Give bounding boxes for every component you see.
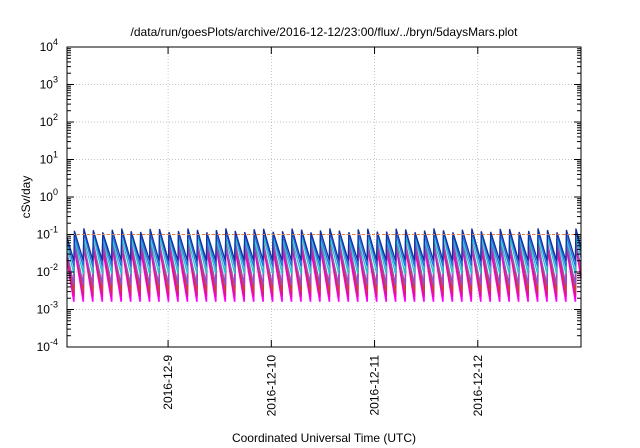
y-axis-label: cSv/day: [19, 176, 33, 219]
grid: [67, 47, 581, 347]
y-tick-label: 10-4: [37, 337, 58, 354]
x-axis: 2016-12-9 2016-12-10 2016-12-11 2016-12-12: [161, 47, 485, 416]
y-tick-label: 104: [40, 37, 58, 54]
y-tick-label: 10-1: [37, 225, 58, 242]
x-tick-label: 2016-12-9: [161, 355, 175, 410]
y-tick-label: 10-2: [37, 262, 58, 279]
y-tick-label: 102: [40, 112, 58, 129]
x-tick-label: 2016-12-12: [471, 355, 485, 417]
series-line: [66, 230, 582, 267]
series-group: [66, 228, 582, 302]
y-tick-label: 103: [40, 75, 58, 92]
plot-frame: [66, 46, 582, 348]
y-tick-label: 10-3: [37, 300, 58, 317]
y-tick-label: 101: [40, 150, 58, 167]
series-line: [66, 240, 582, 286]
x-tick-label: 2016-12-11: [368, 355, 382, 416]
y-axis: 10-4 10-3 10-2 10-1 100 101 102 103 104: [37, 37, 581, 354]
y-tick-label: 100: [40, 187, 58, 204]
x-axis-label: Coordinated Universal Time (UTC): [232, 431, 416, 445]
series-line: [66, 235, 582, 274]
x-tick-label: 2016-12-10: [264, 355, 278, 417]
series-line: [66, 228, 582, 261]
chart-title: /data/run/goesPlots/archive/2016-12-12/2…: [131, 25, 519, 39]
